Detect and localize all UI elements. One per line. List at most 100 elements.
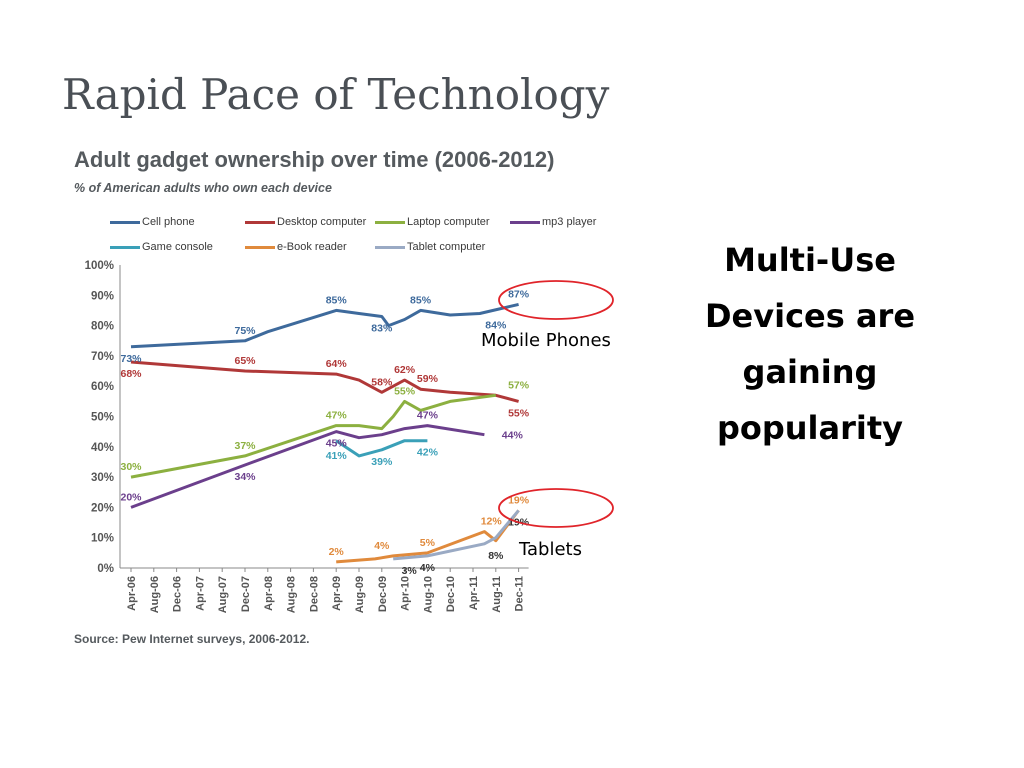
data-label: 39% bbox=[371, 456, 393, 468]
x-tick-label: Dec-06 bbox=[172, 576, 184, 612]
data-label: 85% bbox=[326, 294, 348, 306]
data-label: 64% bbox=[326, 358, 348, 370]
data-label: 4% bbox=[374, 540, 390, 552]
y-tick-label: 10% bbox=[91, 533, 114, 545]
y-tick-label: 90% bbox=[91, 290, 114, 302]
legend-label: mp3 player bbox=[542, 216, 597, 228]
data-label: 65% bbox=[234, 355, 256, 367]
slide-title: Rapid Pace of Technology bbox=[62, 70, 610, 119]
highlight-ellipse-tablets bbox=[498, 488, 614, 528]
legend-swatch bbox=[510, 220, 540, 224]
data-label: 42% bbox=[417, 447, 439, 459]
series-line bbox=[130, 393, 496, 479]
data-label: 2% bbox=[329, 546, 345, 558]
chart-title: Adult gadget ownership over time (2006-2… bbox=[74, 147, 555, 172]
data-label: 12% bbox=[481, 516, 503, 528]
chart-subtitle: % of American adults who own each device bbox=[74, 181, 332, 195]
series-line bbox=[130, 302, 519, 349]
x-tick-label: Aug-06 bbox=[149, 576, 161, 613]
data-label: 47% bbox=[326, 410, 348, 422]
data-label: 84% bbox=[485, 319, 507, 331]
data-label: 34% bbox=[234, 471, 256, 483]
data-label: 19% bbox=[508, 494, 530, 506]
x-tick-label: Apr-11 bbox=[468, 576, 480, 610]
legend-swatch bbox=[375, 245, 405, 249]
data-label: 20% bbox=[120, 491, 142, 503]
x-tick-label: Aug-11 bbox=[491, 576, 503, 613]
data-label: 55% bbox=[394, 385, 416, 397]
legend-swatch bbox=[375, 220, 405, 224]
legend-swatch bbox=[110, 245, 140, 249]
series-line bbox=[393, 509, 520, 561]
highlight-ellipse-phones bbox=[498, 280, 614, 320]
y-tick-label: 60% bbox=[91, 381, 114, 393]
legend-label: Cell phone bbox=[142, 216, 195, 228]
data-label: 55% bbox=[508, 407, 530, 419]
data-label: 41% bbox=[326, 450, 348, 462]
legend-swatch bbox=[245, 220, 275, 224]
y-tick-label: 20% bbox=[91, 502, 114, 514]
data-label: 68% bbox=[120, 368, 142, 380]
data-label: 57% bbox=[508, 379, 530, 391]
x-tick-label: Apr-06 bbox=[126, 576, 138, 611]
annotation-mobile-phones: Mobile Phones bbox=[481, 330, 611, 351]
x-tick-label: Aug-10 bbox=[422, 576, 434, 613]
data-label: 47% bbox=[417, 410, 439, 422]
data-label: 73% bbox=[120, 353, 142, 365]
x-tick-label: Dec-09 bbox=[377, 576, 389, 612]
x-tick-label: Apr-07 bbox=[194, 576, 206, 611]
data-label: 87% bbox=[508, 288, 530, 300]
legend-item: Laptop computer bbox=[375, 216, 490, 228]
series-line bbox=[130, 360, 519, 403]
legend-item: Desktop computer bbox=[245, 216, 366, 228]
data-label: 85% bbox=[410, 294, 432, 306]
data-label: 4% bbox=[420, 562, 436, 574]
data-label: 75% bbox=[234, 325, 256, 337]
legend-swatch bbox=[245, 245, 275, 249]
legend-label: Tablet computer bbox=[407, 241, 486, 253]
x-tick-label: Apr-08 bbox=[263, 576, 275, 611]
series-line bbox=[336, 509, 520, 564]
x-tick-label: Dec-08 bbox=[308, 576, 320, 612]
legend-label: e-Book reader bbox=[277, 241, 347, 253]
legend-item: Game console bbox=[110, 241, 213, 253]
x-tick-label: Apr-10 bbox=[400, 576, 412, 611]
x-tick-label: Apr-09 bbox=[331, 576, 343, 611]
data-label: 45% bbox=[326, 438, 348, 450]
annotation-tablets: Tablets bbox=[519, 539, 582, 560]
series-line bbox=[130, 424, 485, 509]
legend-label: Desktop computer bbox=[277, 216, 367, 228]
y-tick-label: 70% bbox=[91, 351, 114, 363]
legend-item: Cell phone bbox=[110, 216, 195, 228]
y-tick-label: 80% bbox=[91, 321, 114, 333]
data-label: 30% bbox=[120, 461, 142, 473]
y-tick-label: 100% bbox=[85, 260, 114, 272]
y-tick-label: 50% bbox=[91, 412, 114, 424]
legend-label: Laptop computer bbox=[407, 216, 490, 228]
series-line bbox=[335, 439, 428, 458]
data-label: 8% bbox=[488, 550, 504, 562]
y-tick-label: 0% bbox=[97, 563, 114, 575]
data-label: 83% bbox=[371, 323, 393, 335]
legend-item: e-Book reader bbox=[245, 241, 347, 253]
legend-item: Tablet computer bbox=[375, 241, 485, 253]
x-tick-label: Dec-10 bbox=[445, 576, 457, 612]
data-label: 37% bbox=[234, 440, 256, 452]
x-tick-label: Aug-07 bbox=[217, 576, 229, 613]
data-label: 58% bbox=[371, 376, 393, 388]
chart-source: Source: Pew Internet surveys, 2006-2012. bbox=[74, 632, 310, 646]
legend-label: Game console bbox=[142, 241, 213, 253]
x-tick-label: Dec-07 bbox=[240, 576, 252, 612]
legend-item: mp3 player bbox=[510, 216, 596, 228]
x-tick-label: Aug-09 bbox=[354, 576, 366, 613]
y-tick-label: 30% bbox=[91, 472, 114, 484]
y-tick-label: 40% bbox=[91, 442, 114, 454]
x-tick-label: Dec-11 bbox=[514, 576, 526, 611]
callout-text: Multi-Use Devices are gaining popularity bbox=[704, 241, 916, 447]
data-label: 59% bbox=[417, 373, 439, 385]
legend-swatch bbox=[110, 220, 140, 224]
data-label: 44% bbox=[502, 430, 524, 442]
x-tick-label: Aug-08 bbox=[286, 576, 298, 613]
data-label: 3% bbox=[402, 565, 418, 577]
